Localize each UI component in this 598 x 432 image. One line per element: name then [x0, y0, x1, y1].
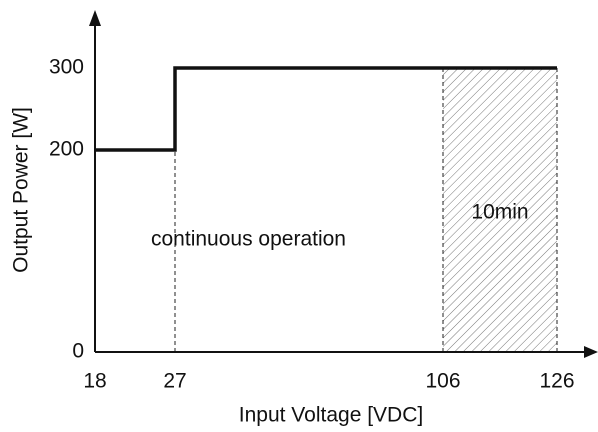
y-axis-arrow: [89, 10, 101, 26]
power-line: [95, 66, 557, 152]
y-tick-label: 300: [49, 56, 84, 79]
x-tick-label: 18: [83, 370, 106, 393]
shaded-label: 10min: [471, 201, 528, 224]
y-tick-label: 200: [49, 138, 84, 161]
x-tick-label: 126: [539, 370, 574, 393]
y-tick-label: 0: [72, 340, 84, 363]
y-axis-label: Output Power [W]: [10, 107, 33, 273]
x-tick-label: 27: [163, 370, 186, 393]
shaded-region: [443, 68, 557, 352]
x-axis-arrow: [584, 346, 598, 358]
annotation: continuous operation: [151, 228, 346, 251]
x-tick-label: 106: [425, 370, 460, 393]
x-axis-label: Input Voltage [VDC]: [239, 404, 423, 427]
